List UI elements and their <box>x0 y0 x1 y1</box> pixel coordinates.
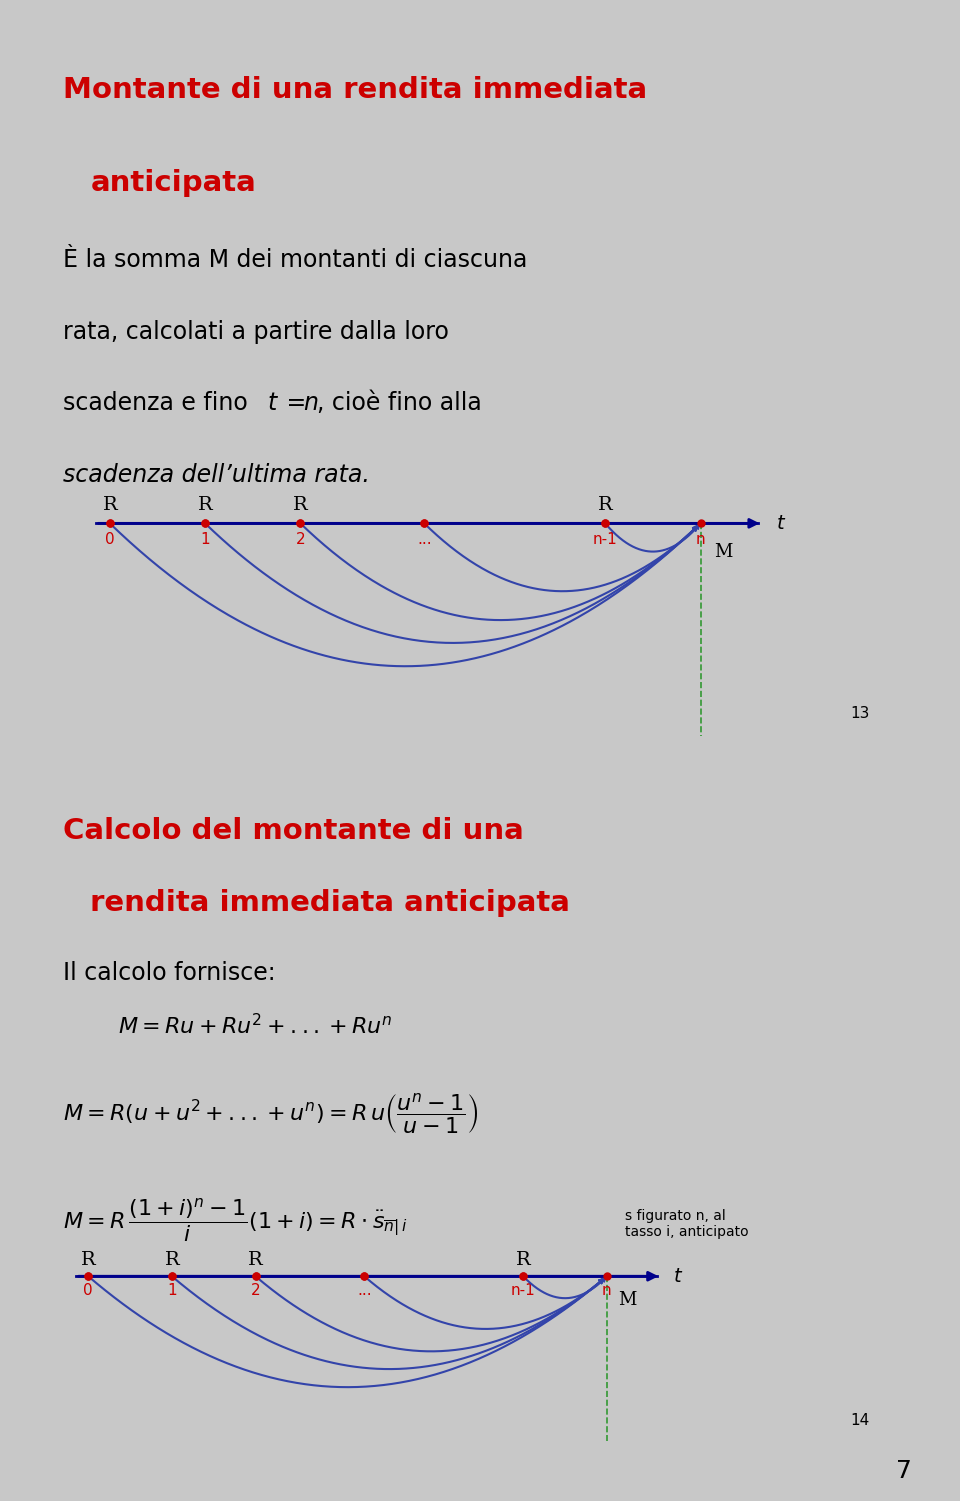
Text: R: R <box>248 1250 263 1268</box>
Text: 1: 1 <box>201 531 210 546</box>
Text: n: n <box>696 531 706 546</box>
Text: 1: 1 <box>167 1283 177 1298</box>
Text: $M = R\,\dfrac{\left(1+i\right)^n - 1}{i}\left(1+i\right) = R \cdot \ddot{s}_{\o: $M = R\,\dfrac{\left(1+i\right)^n - 1}{i… <box>63 1196 408 1244</box>
Text: 14: 14 <box>851 1412 870 1427</box>
Text: 0: 0 <box>84 1283 93 1298</box>
Text: n: n <box>602 1283 612 1298</box>
Text: Montante di una rendita immediata: Montante di una rendita immediata <box>63 75 647 104</box>
Text: rata, calcolati a partire dalla loro: rata, calcolati a partire dalla loro <box>63 320 449 344</box>
Text: $M = R\left(u + u^2 + ... + u^n\right) = R\,u\left(\dfrac{u^n - 1}{u - 1}\right): $M = R\left(u + u^2 + ... + u^n\right) =… <box>63 1091 478 1136</box>
Text: 2: 2 <box>296 531 305 546</box>
Text: $t$: $t$ <box>673 1267 684 1286</box>
Text: , cioè fino alla: , cioè fino alla <box>317 392 482 416</box>
Text: 2: 2 <box>251 1283 260 1298</box>
Text: M: M <box>714 543 732 561</box>
Text: scadenza dell’ultima rata.: scadenza dell’ultima rata. <box>63 464 370 488</box>
Text: 13: 13 <box>851 707 870 722</box>
Text: R: R <box>516 1250 531 1268</box>
Text: t: t <box>267 392 276 416</box>
Text: Calcolo del montante di una: Calcolo del montante di una <box>63 817 524 845</box>
Text: ...: ... <box>417 531 432 546</box>
Text: R: R <box>81 1250 96 1268</box>
Text: =: = <box>278 392 314 416</box>
Text: anticipata: anticipata <box>90 170 256 197</box>
Text: ...: ... <box>357 1283 372 1298</box>
Text: $M = Ru + Ru^2 + ... + Ru^n$: $M = Ru + Ru^2 + ... + Ru^n$ <box>117 1013 392 1039</box>
Text: M: M <box>618 1291 637 1309</box>
Text: R: R <box>164 1250 180 1268</box>
Text: n-1: n-1 <box>511 1283 536 1298</box>
Text: s figurato n, al
tasso i, anticipato: s figurato n, al tasso i, anticipato <box>625 1208 749 1240</box>
Text: $t$: $t$ <box>777 513 786 533</box>
Text: n: n <box>303 392 319 416</box>
Text: R: R <box>103 495 117 513</box>
Text: Il calcolo fornisce:: Il calcolo fornisce: <box>63 961 276 985</box>
Text: R: R <box>598 495 612 513</box>
Text: rendita immediata anticipata: rendita immediata anticipata <box>90 889 570 917</box>
Text: 0: 0 <box>105 531 114 546</box>
Text: È la somma M dei montanti di ciascuna: È la somma M dei montanti di ciascuna <box>63 248 527 272</box>
Text: 7: 7 <box>896 1459 912 1483</box>
Text: n-1: n-1 <box>593 531 617 546</box>
Text: R: R <box>198 495 212 513</box>
Text: scadenza e fino: scadenza e fino <box>63 392 255 416</box>
Text: R: R <box>293 495 308 513</box>
